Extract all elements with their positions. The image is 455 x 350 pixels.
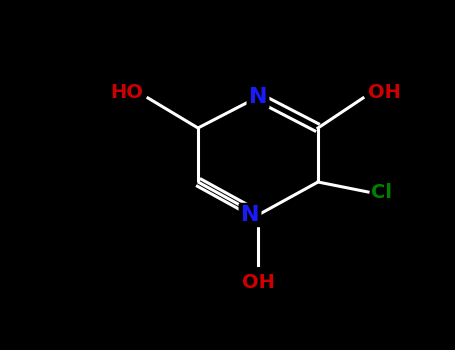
Text: HO: HO bbox=[110, 84, 143, 103]
Text: OH: OH bbox=[242, 273, 274, 292]
Text: Cl: Cl bbox=[371, 182, 392, 202]
Text: N: N bbox=[241, 205, 259, 225]
Text: OH: OH bbox=[368, 84, 401, 103]
Text: N: N bbox=[249, 87, 267, 107]
